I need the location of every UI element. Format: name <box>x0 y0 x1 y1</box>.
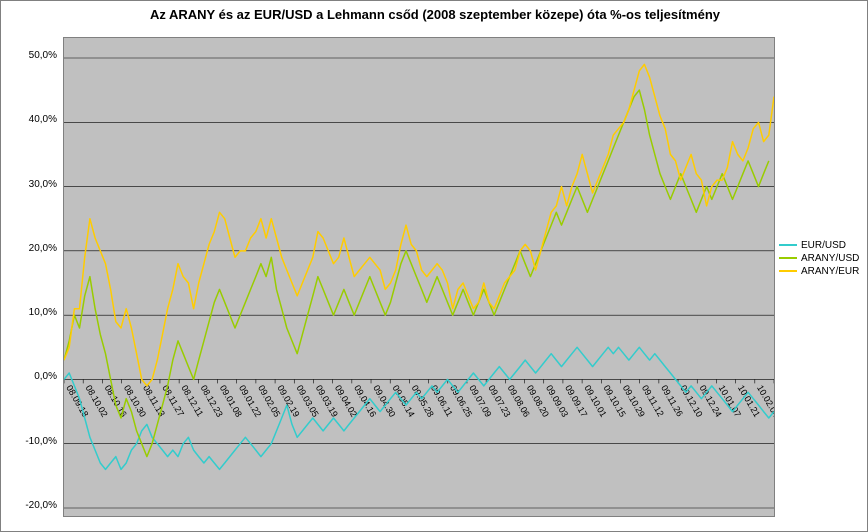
chart-container: { "chart": { "type": "line", "title": "A… <box>0 0 868 532</box>
legend-label: EUR/USD <box>801 240 846 251</box>
y-tick-label: -20,0% <box>25 500 57 511</box>
legend: EUR/USD ARANY/USD ARANY/EUR <box>779 238 859 279</box>
legend-swatch <box>779 244 797 246</box>
legend-label: ARANY/USD <box>801 253 859 264</box>
y-tick-label: -10,0% <box>25 436 57 447</box>
y-tick-label: 40,0% <box>29 114 57 125</box>
legend-swatch <box>779 257 797 259</box>
y-tick-label: 30,0% <box>29 179 57 190</box>
legend-item: ARANY/EUR <box>779 266 859 277</box>
y-tick-label: 20,0% <box>29 243 57 254</box>
series-line <box>64 64 774 386</box>
legend-swatch <box>779 270 797 272</box>
legend-item: EUR/USD <box>779 240 859 251</box>
legend-label: ARANY/EUR <box>801 266 859 277</box>
y-tick-label: 0,0% <box>34 371 57 382</box>
x-tick-label: 10.02.18 <box>774 383 775 418</box>
y-tick-label: 10,0% <box>29 307 57 318</box>
plot-area: 08.09.1808.10.0208.10.1608.10.3008.11.13… <box>63 37 775 517</box>
y-tick-label: 50,0% <box>29 50 57 61</box>
chart-title: Az ARANY és az EUR/USD a Lehmann csőd (2… <box>1 7 868 22</box>
series-line <box>64 347 774 469</box>
legend-item: ARANY/USD <box>779 253 859 264</box>
